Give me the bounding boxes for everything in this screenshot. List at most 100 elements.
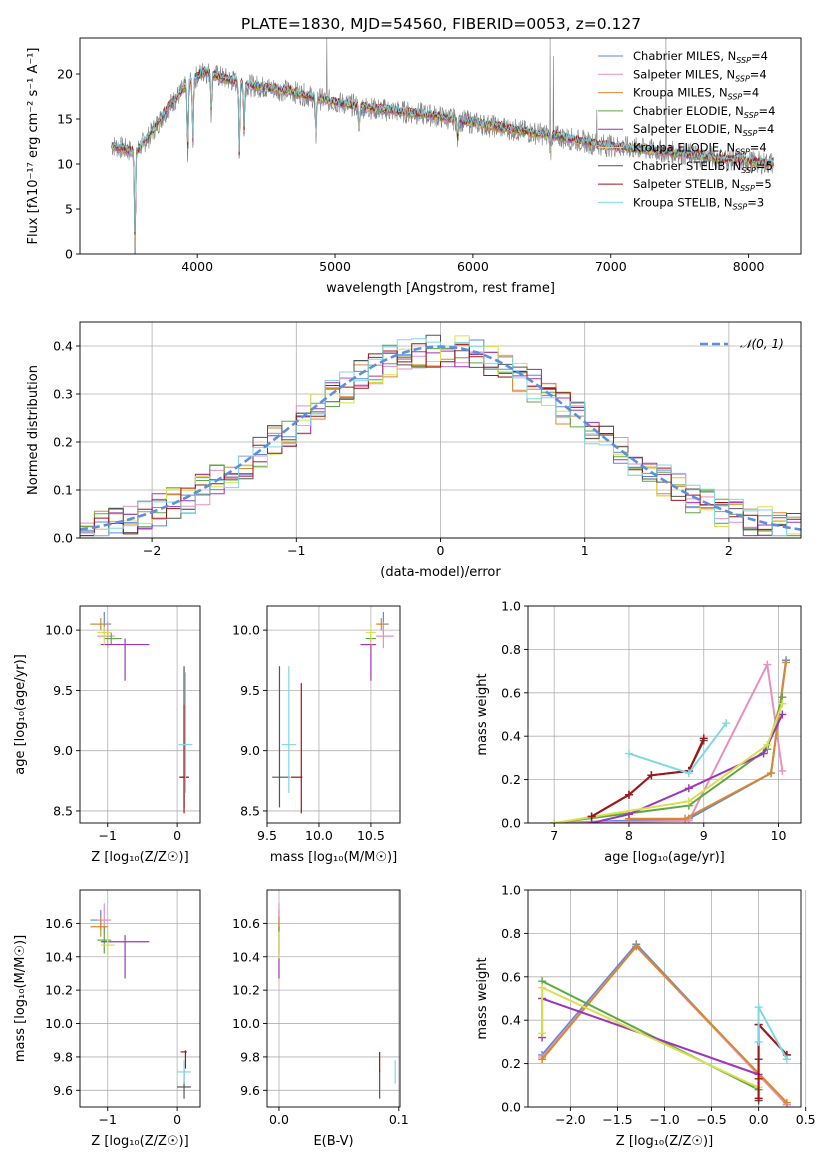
legend-label: Chabrier MILES, NSSP=4 (633, 49, 768, 65)
y-tick-label: 0.8 (501, 642, 521, 657)
x-tick-label: 9 (700, 828, 708, 843)
y-tick-label: 9.6 (240, 1083, 260, 1098)
y-tick-label: 9.5 (53, 683, 73, 698)
y-tick-label: 10.2 (232, 983, 260, 998)
y-tick-label: 15 (57, 112, 73, 127)
y-tick-label: 10.4 (232, 949, 260, 964)
weight-line-salpeter_stelib (757, 1021, 788, 1099)
x-axis-label: wavelength [Angstrom, rest frame] (326, 281, 555, 296)
weight-marker-salpeter_stelib (754, 1094, 763, 1103)
y-tick-label: 10.0 (232, 623, 260, 638)
y-tick-label: 0.4 (501, 1013, 521, 1028)
axes-mass_vs_EBV: 0.0 0.1 9.6 9.8 10.0 10.2 10.4 10.6 E(B-V) (232, 889, 409, 1149)
y-tick-label: 0.0 (501, 816, 521, 831)
x-tick-label: −2 (143, 543, 161, 558)
weight-marker-kroupa_elodie (538, 983, 547, 992)
axes-frame (79, 605, 201, 824)
weight-line-kroupa_elodie (554, 703, 784, 823)
spectrum-data-line (111, 38, 774, 254)
y-tick-label: 10.0 (45, 1016, 73, 1031)
x-tick-label: 2 (725, 543, 733, 558)
y-tick-label: 8.5 (53, 803, 73, 818)
axes-age_vs_mass: 9.5 10.0 10.5 8.5 9.0 9.5 10.0 mass [log₁₀(M/M☉… (232, 605, 401, 865)
x-tick-label: 0 (173, 828, 181, 843)
y-tick-label: 0.2 (53, 435, 73, 450)
axes-frame (79, 37, 802, 255)
axes-residuals: −2 −1 0 1 2 0.0 0.1 0.2 0.3 0.4 (data-model)/error… (26, 321, 802, 580)
weight-marker-kroupa_stelib (722, 719, 731, 728)
x-tick-label: −1.5 (602, 1112, 632, 1127)
weight-marker-salpeter_miles (763, 660, 772, 669)
x-axis-label: Z [log₁₀(Z/Z☉)] (91, 850, 188, 865)
x-tick-label: 7000 (595, 259, 627, 274)
weight-marker-salpeter_elodie (778, 710, 787, 719)
x-tick-label: 10 (771, 828, 787, 843)
axes-mass_vs_Z: −1 0 9.6 9.8 10.0 10.2 10.4 10.6 Z [log₁₀(Z/Z☉)]… (13, 889, 201, 1149)
weight-marker-kroupa_miles (632, 942, 641, 951)
y-tick-label: 10.6 (232, 916, 260, 931)
x-tick-label: −1 (287, 543, 305, 558)
x-tick-label: −0.5 (696, 1112, 726, 1127)
y-tick-label: 0.2 (501, 1056, 521, 1071)
legend-label: Salpeter STELIB, NSSP=5 (633, 177, 772, 193)
y-tick-label: 0.0 (501, 1100, 521, 1115)
y-tick-label: 10.0 (45, 623, 73, 638)
axes-weight_vs_Z: −2.0 −1.5 −1.0 −0.5 0.0 0.5 0.0 0.2 0.4 0.6 0.8 1.0… (475, 883, 816, 1150)
y-tick-label: 10.6 (45, 916, 73, 931)
weight-marker-kroupa_miles (767, 769, 776, 778)
weight-marker-salpeter_elodie (684, 784, 693, 793)
normal-curve (80, 345, 801, 531)
legend-label-normal: 𝒩(0, 1) (740, 337, 784, 351)
y-tick-label: 9.6 (53, 1083, 73, 1098)
weight-marker-kroupa_miles (538, 1055, 547, 1064)
y-tick-label: 8.5 (240, 803, 260, 818)
legend-label: Chabrier ELODIE, NSSP=4 (633, 104, 775, 120)
x-tick-label: 0.0 (269, 1112, 289, 1127)
weight-marker-kroupa_stelib (782, 1055, 791, 1064)
weight-line-kroupa_elodie (541, 986, 760, 1089)
y-axis-label: Normed distribution (26, 365, 41, 495)
x-tick-label: −1 (99, 828, 117, 843)
plot-area-mass_vs_EBV (278, 903, 396, 1099)
y-tick-label: 5 (65, 202, 73, 217)
x-tick-label: 1 (581, 543, 589, 558)
y-tick-label: 0.3 (53, 387, 73, 402)
weight-marker-kroupa_elodie (538, 1029, 547, 1038)
axes-frame (79, 889, 201, 1108)
legend-label: Salpeter ELODIE, NSSP=4 (633, 122, 774, 138)
weight-line-salpeter_stelib (591, 737, 705, 818)
weight-marker-kroupa_miles (681, 814, 690, 823)
legend-label: Kroupa MILES, NSSP=4 (633, 86, 759, 102)
y-tick-label: 0 (65, 247, 73, 262)
x-axis-label: mass [log₁₀(M/M☉)] (270, 850, 397, 865)
legend-label: Chabrier STELIB, NSSP=5 (633, 159, 773, 175)
plot-area-mass_vs_Z (90, 903, 191, 1099)
weight-line-salpeter_miles (554, 661, 784, 823)
figure-title: PLATE=1830, MJD=54560, FIBERID=0053, z=0… (241, 15, 641, 33)
x-tick-label: 10.5 (357, 828, 385, 843)
y-tick-label: 0.8 (501, 926, 521, 941)
y-tick-label: 0.6 (501, 685, 521, 700)
y-axis-label: mass [log₁₀(M/M☉)] (13, 935, 28, 1062)
x-tick-label: 8 (625, 828, 633, 843)
y-tick-label: 20 (57, 67, 73, 82)
y-tick-label: 10 (57, 157, 73, 172)
weight-marker-kroupa_elodie (684, 797, 693, 806)
x-tick-label: 9.5 (257, 828, 277, 843)
axes-frame (527, 605, 802, 824)
x-tick-label: 6000 (457, 259, 489, 274)
y-tick-label: 0.1 (53, 483, 73, 498)
weight-marker-kroupa_stelib (624, 749, 633, 758)
legend-label: Salpeter MILES, NSSP=4 (633, 67, 767, 83)
legend-label: Kroupa ELODIE, NSSP=4 (633, 141, 767, 157)
y-axis-label: mass weight (475, 957, 490, 1039)
x-tick-label: 5000 (319, 259, 351, 274)
x-axis-label: Z [log₁₀(Z/Z☉)] (91, 1134, 188, 1149)
plot-area-weight_vs_age (550, 656, 791, 823)
y-tick-label: 0.0 (53, 531, 73, 546)
plot-area-age_vs_mass (272, 612, 394, 814)
y-tick-label: 0.4 (501, 729, 521, 744)
y-tick-label: 10.0 (232, 1016, 260, 1031)
y-axis-label: Flux [fλ10⁻¹⁷ erg cm⁻² s⁻¹ A⁻¹] (26, 48, 41, 245)
weight-marker-kroupa_miles (782, 658, 791, 667)
